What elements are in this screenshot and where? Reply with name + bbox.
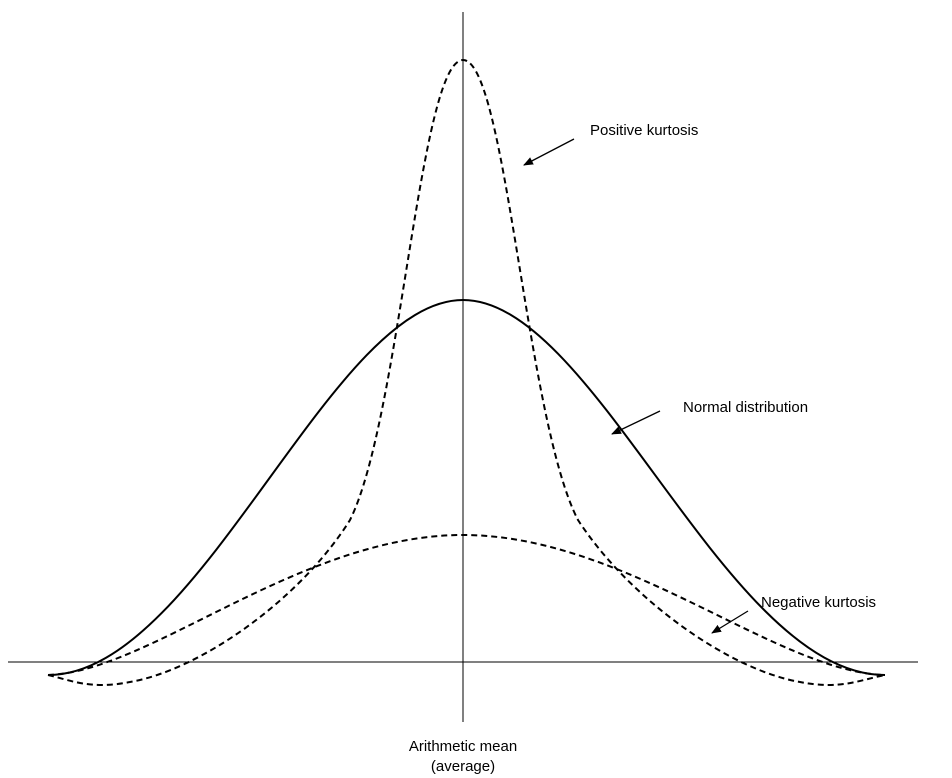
arrow [611,410,661,435]
label: Arithmetic mean [409,738,517,755]
normal-curve [47,298,886,676]
label: Negative kurtosis [761,594,876,611]
arrow [523,138,575,166]
negative-kurtosis-curve [47,533,886,676]
arrow [711,610,749,634]
positive-kurtosis-curve [47,58,886,686]
label: Normal distribution [683,399,808,416]
label: Positive kurtosis [590,122,698,139]
label: (average) [431,758,495,775]
